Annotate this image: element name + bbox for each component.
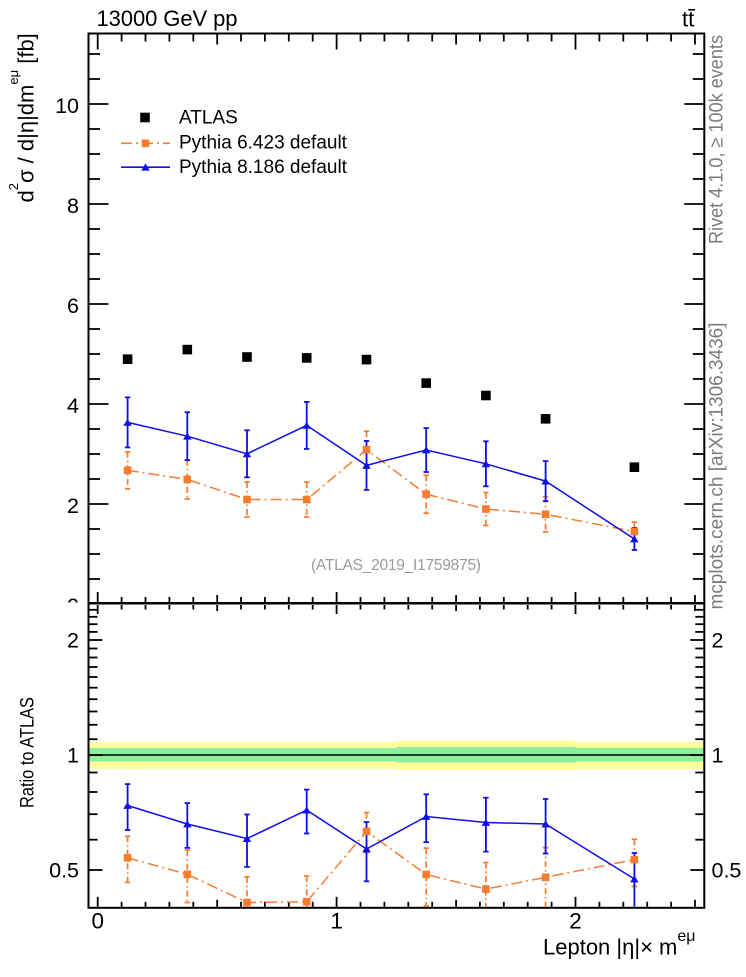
svg-text:ATLAS: ATLAS (179, 108, 238, 129)
svg-text:tt: tt (682, 7, 694, 32)
svg-text:0: 0 (67, 594, 79, 618)
svg-text:1: 1 (330, 909, 343, 934)
svg-text:8: 8 (67, 194, 79, 218)
svg-text:Ratio to ATLAS: Ratio to ATLAS (18, 697, 39, 808)
svg-text:2: 2 (67, 629, 79, 653)
svg-text:10: 10 (55, 94, 79, 118)
svg-text:4: 4 (67, 394, 79, 418)
svg-text:mcplots.cern.ch [arXiv:1306.34: mcplots.cern.ch [arXiv:1306.3436] (707, 323, 728, 610)
svg-text:0.5: 0.5 (712, 859, 742, 883)
svg-text:0: 0 (91, 909, 104, 934)
svg-text:Pythia 8.186 default: Pythia 8.186 default (179, 157, 348, 178)
svg-text:6: 6 (67, 294, 79, 318)
svg-text:Pythia 6.423 default: Pythia 6.423 default (179, 132, 348, 153)
svg-text:2: 2 (569, 909, 582, 934)
svg-text:13000 GeV pp: 13000 GeV pp (97, 6, 238, 31)
svg-text:2: 2 (712, 629, 724, 653)
svg-text:1: 1 (712, 744, 724, 768)
svg-text:1: 1 (67, 744, 79, 768)
svg-text:(ATLAS_2019_I1759875): (ATLAS_2019_I1759875) (311, 557, 481, 574)
svg-text:Rivet 4.1.0, ≥ 100k events: Rivet 4.1.0, ≥ 100k events (707, 35, 728, 244)
svg-text:2: 2 (67, 494, 79, 518)
svg-text:0.5: 0.5 (49, 859, 79, 883)
